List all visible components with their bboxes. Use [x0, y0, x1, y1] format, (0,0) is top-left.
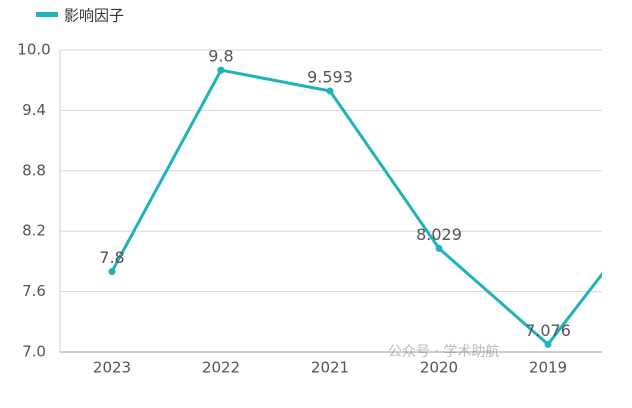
- data-label: 9.593: [307, 67, 353, 86]
- data-label: 7.8: [99, 248, 124, 267]
- data-label: 7.076: [525, 321, 571, 340]
- x-tick-label: 2023: [93, 359, 131, 377]
- point: [545, 341, 552, 348]
- y-tick-label: 10.0: [17, 41, 50, 59]
- legend-swatch: [36, 12, 58, 17]
- data-label: 9.8: [208, 47, 233, 66]
- y-tick-label: 8.2: [22, 222, 46, 240]
- x-tick-label: 2020: [420, 359, 458, 377]
- y-tick-label: 7.0: [22, 343, 46, 361]
- point: [218, 67, 225, 74]
- y-tick-label: 8.8: [22, 161, 46, 179]
- x-tick-label: 2022: [202, 359, 240, 377]
- y-tick-label: 9.4: [22, 101, 46, 119]
- plot-area: [109, 67, 632, 348]
- y-tick-label: 7.6: [22, 282, 46, 300]
- line: [112, 70, 632, 344]
- point: [109, 268, 116, 275]
- x-tick-label: 2019: [529, 359, 567, 377]
- legend-label: 影响因子: [64, 7, 124, 25]
- data-label: 8.029: [416, 225, 462, 244]
- point: [327, 87, 334, 94]
- point: [436, 245, 443, 252]
- x-tick-label: 2021: [311, 359, 349, 377]
